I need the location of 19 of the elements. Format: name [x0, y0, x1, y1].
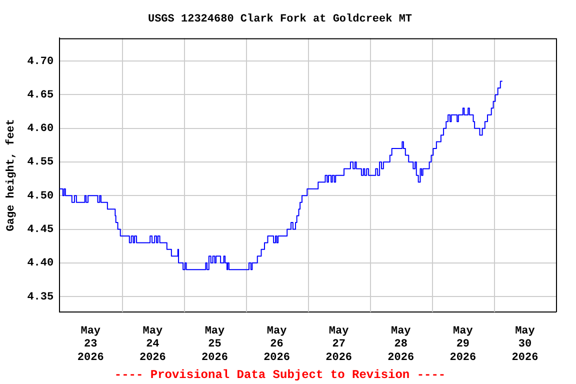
- y-tick-label: 4.60: [27, 123, 54, 136]
- x-tick-label: May 23 2026: [77, 325, 104, 364]
- y-tick-label: 4.40: [27, 258, 54, 270]
- x-tick-label: May 29 2026: [450, 325, 476, 364]
- x-tick-label: May 30 2026: [512, 325, 538, 364]
- y-tick-label: 4.65: [27, 89, 54, 102]
- x-tick-label: May 28 2026: [388, 325, 414, 364]
- y-tick-label: 4.50: [27, 190, 54, 202]
- y-tick-label: 4.35: [27, 291, 54, 304]
- y-tick-label: 4.45: [27, 224, 54, 236]
- y-tick-label: 4.55: [27, 156, 54, 169]
- x-tick-label: May 27 2026: [326, 325, 352, 364]
- x-tick-label: May 26 2026: [264, 325, 290, 364]
- x-tick-label: May 25 2026: [202, 325, 228, 364]
- y-tick-label: 4.70: [27, 56, 54, 68]
- x-tick-label: May 24 2026: [139, 325, 166, 364]
- text: ---- Provisional Data Subject to Revision ----: [114, 368, 446, 382]
- chart-title: USGS 12324680 Clark Fork at Goldcreek MT: [148, 13, 412, 26]
- y-axis-title: Gage height, feet: [4, 118, 18, 232]
